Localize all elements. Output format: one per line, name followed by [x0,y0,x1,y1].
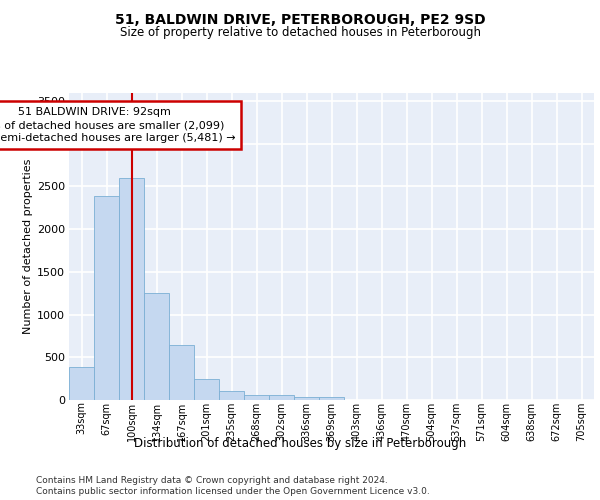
Y-axis label: Number of detached properties: Number of detached properties [23,158,32,334]
Text: Distribution of detached houses by size in Peterborough: Distribution of detached houses by size … [134,438,466,450]
Text: Size of property relative to detached houses in Peterborough: Size of property relative to detached ho… [119,26,481,39]
Text: 51 BALDWIN DRIVE: 92sqm
← 27% of detached houses are smaller (2,099)
72% of semi: 51 BALDWIN DRIVE: 92sqm ← 27% of detache… [0,107,236,144]
Bar [194,378,219,400]
Bar [169,346,194,400]
Text: 51, BALDWIN DRIVE, PETERBOROUGH, PE2 9SD: 51, BALDWIN DRIVE, PETERBOROUGH, PE2 9SD [115,12,485,26]
Bar [219,392,244,400]
Bar [294,396,319,400]
Bar [269,396,294,400]
Text: Contains public sector information licensed under the Open Government Licence v3: Contains public sector information licen… [36,487,430,496]
Bar [119,178,144,400]
Bar [94,196,119,400]
Bar [69,366,94,400]
Bar [144,293,169,400]
Bar [319,398,344,400]
Bar [244,395,269,400]
Text: Contains HM Land Registry data © Crown copyright and database right 2024.: Contains HM Land Registry data © Crown c… [36,476,388,485]
